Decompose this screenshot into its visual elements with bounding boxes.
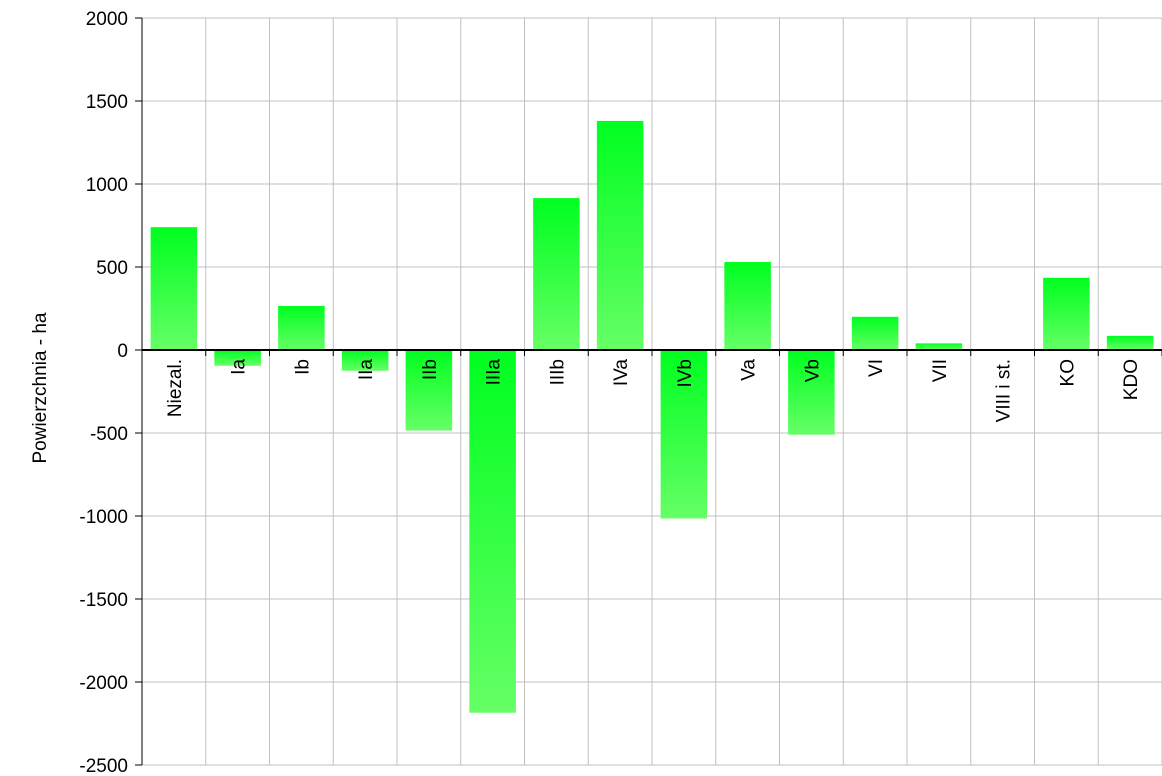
category-label: KDO bbox=[1121, 359, 1142, 400]
y-tick-label: 1500 bbox=[86, 92, 128, 113]
axes bbox=[135, 17, 1162, 766]
bar-iib bbox=[405, 350, 453, 431]
category-label: IIIa bbox=[484, 359, 505, 386]
bars bbox=[150, 120, 1154, 713]
bar-iiia bbox=[469, 350, 516, 713]
category-label: VII bbox=[930, 359, 951, 382]
bar-vi bbox=[851, 316, 899, 350]
category-label: IIa bbox=[356, 359, 377, 381]
y-tick-label: -2000 bbox=[79, 673, 128, 694]
bar-ia bbox=[214, 350, 261, 366]
category-label: IVb bbox=[675, 359, 696, 388]
y-axis-title: Powierzchnia - ha bbox=[30, 312, 51, 463]
y-tick-labels: 2000 1500 1000 500 0 -500 -1000 -1500 -2000 -2500 bbox=[79, 9, 128, 776]
grid-lines bbox=[142, 17, 1162, 766]
bar-iva bbox=[596, 120, 644, 350]
y-tick-label: -2500 bbox=[79, 756, 128, 776]
y-tick-label: 1000 bbox=[86, 175, 128, 196]
y-tick-label: 0 bbox=[117, 341, 128, 362]
category-label: Va bbox=[739, 359, 760, 381]
category-label: KO bbox=[1057, 359, 1078, 386]
bar-iiib bbox=[533, 198, 580, 350]
category-label: IIb bbox=[420, 359, 441, 380]
bar-ko bbox=[1043, 277, 1090, 350]
category-label: VI bbox=[866, 359, 887, 377]
category-label: Ib bbox=[292, 359, 313, 375]
bar-kdo bbox=[1106, 335, 1154, 350]
bar-iia bbox=[341, 350, 389, 371]
category-labels: Niezal. Ia Ib IIa IIb IIIa IIIb IVa IVb Va Vb VI VII… bbox=[165, 359, 1142, 423]
category-label: Ia bbox=[229, 359, 250, 375]
y-tick-label: -1500 bbox=[79, 590, 128, 611]
y-tick-label: -1000 bbox=[79, 507, 128, 528]
y-tick-label: -500 bbox=[90, 424, 128, 445]
bar-ivb bbox=[660, 350, 708, 519]
category-label: IIIb bbox=[547, 359, 568, 385]
bar-vii bbox=[915, 343, 963, 350]
y-tick-label: 500 bbox=[96, 258, 128, 279]
bar-ib bbox=[278, 306, 325, 350]
bar-vb bbox=[788, 350, 835, 435]
category-label: Niezal. bbox=[165, 359, 186, 417]
category-label: Vb bbox=[802, 359, 823, 382]
bar-niezal- bbox=[150, 227, 198, 350]
category-label: IVa bbox=[611, 359, 632, 387]
y-tick-label: 2000 bbox=[86, 9, 128, 30]
bar-va bbox=[724, 262, 771, 350]
category-label: VIII i st. bbox=[994, 359, 1015, 422]
